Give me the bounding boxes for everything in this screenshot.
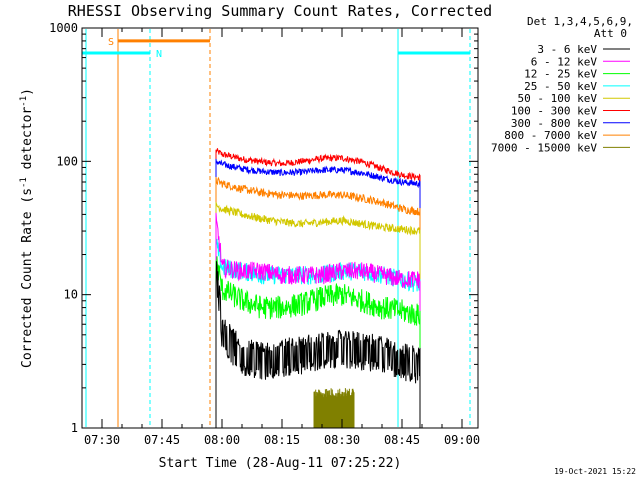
series-line-2	[215, 176, 421, 428]
chart-title: RHESSI Observing Summary Count Rates, Co…	[68, 2, 492, 20]
footer-date: 19-Oct-2021 15:22	[554, 467, 636, 476]
night-label: N	[156, 49, 162, 60]
series-line-7	[215, 261, 421, 428]
series-line-1	[215, 158, 421, 428]
y-tick-label-3: 1000	[49, 21, 78, 35]
saa-annotation: S	[108, 37, 210, 48]
x-tick-label-4: 08:30	[324, 433, 360, 447]
x-axis: 07:30 07:45 08:00 08:15 08:30 08:45 09:00	[81, 28, 480, 447]
y-axis-label-main: Corrected Count Rate (s	[20, 188, 35, 368]
legend-label-0: 3 - 6 keV	[537, 43, 597, 56]
y-axis-label-sup1: -1	[19, 177, 29, 188]
x-tick-label-5: 08:45	[384, 433, 420, 447]
series-line-5	[215, 212, 421, 428]
series-line-6	[215, 256, 421, 428]
x-tick-label-1: 07:45	[144, 433, 180, 447]
y-axis-label: Corrected Count Rate (s-1 detector-1)	[19, 88, 35, 368]
y-axis-label-mid: detector	[20, 107, 35, 178]
legend-label-3: 25 - 50 keV	[524, 80, 597, 93]
y-axis-label-end: )	[20, 88, 35, 96]
saa-label: S	[108, 37, 114, 48]
series-line-3	[215, 201, 421, 428]
series-line-burst	[313, 388, 355, 429]
legend-header-detectors: Det 1,3,4,5,6,9,	[527, 15, 633, 28]
legend-label-5: 100 - 300 keV	[511, 105, 597, 118]
y-axis-label-sup2: -1	[19, 96, 29, 107]
series-line-0	[215, 148, 421, 428]
legend-label-4: 50 - 100 keV	[518, 92, 598, 105]
y-tick-label-0: 1	[71, 421, 78, 435]
legend-label-7: 800 - 7000 keV	[504, 129, 597, 142]
x-tick-label-0: 07:30	[84, 433, 120, 447]
y-tick-label-2: 100	[56, 154, 78, 168]
night-annotation: N	[82, 49, 470, 60]
plot-frame	[81, 27, 479, 429]
legend-label-8: 7000 - 15000 keV	[491, 141, 597, 154]
x-tick-label-6: 09:00	[444, 433, 480, 447]
legend-label-2: 12 - 25 keV	[524, 68, 597, 81]
x-tick-label-2: 08:00	[204, 433, 240, 447]
legend-header-attenuator: Att 0	[594, 27, 627, 40]
y-tick-label-1: 10	[64, 288, 78, 302]
y-axis: 1 10 100 1000	[49, 21, 478, 435]
legend-label-1: 6 - 12 keV	[531, 55, 598, 68]
series-lines	[215, 148, 421, 429]
x-tick-label-3: 08:15	[264, 433, 300, 447]
legend-label-6: 300 - 800 keV	[511, 117, 597, 130]
x-axis-label: Start Time (28-Aug-11 07:25:22)	[159, 456, 402, 471]
